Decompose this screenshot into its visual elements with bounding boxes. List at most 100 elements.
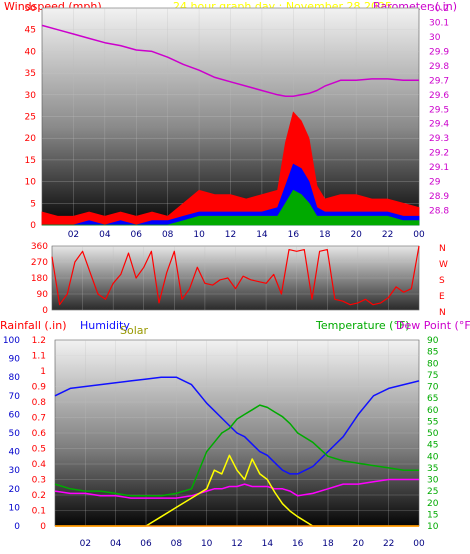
baro-line bbox=[41, 24, 419, 97]
compass-label: N bbox=[439, 308, 446, 318]
temp-tick-label: 50 bbox=[427, 429, 439, 439]
humidity-tick-label: 90 bbox=[9, 355, 21, 365]
time-tick-label: 08 bbox=[162, 230, 174, 240]
humidity-tick-label: 60 bbox=[9, 410, 21, 420]
time-tick-label: 16 bbox=[292, 539, 304, 549]
temp-tick-label: 30 bbox=[427, 476, 439, 486]
time-tick-label: 08 bbox=[171, 539, 183, 549]
baro-tick-label: 29.8 bbox=[429, 62, 449, 72]
baro-tick-label: 29.4 bbox=[429, 120, 449, 130]
wind-series-2 bbox=[42, 189, 420, 226]
wind-tick-label: 5 bbox=[30, 199, 36, 209]
baro-tick-label: 30 bbox=[429, 33, 441, 43]
temp-tick-label: 90 bbox=[427, 336, 439, 346]
rain-tick-label: 0.4 bbox=[32, 460, 47, 470]
compass-label: W bbox=[439, 260, 448, 270]
humidity-tick-label: 0 bbox=[14, 522, 20, 532]
humidity-tick-label: 80 bbox=[9, 373, 21, 383]
baro-tick-label: 29.6 bbox=[429, 91, 449, 101]
time-tick-label: 10 bbox=[201, 539, 213, 549]
baro-tick-label: 28.8 bbox=[429, 207, 449, 217]
humidity-tick-label: 30 bbox=[9, 466, 21, 476]
time-tick-label: 10 bbox=[193, 230, 205, 240]
temperature-line bbox=[54, 404, 419, 497]
baro-tick-label: 29.1 bbox=[429, 163, 449, 173]
baro-tick-label: 29.2 bbox=[429, 149, 449, 159]
humidity-tick-label: 20 bbox=[9, 485, 21, 495]
wind-tick-label: 25 bbox=[25, 113, 36, 123]
direction-tick-label: 270 bbox=[31, 258, 48, 268]
wind-tick-label: 35 bbox=[25, 69, 36, 79]
temp-tick-label: 40 bbox=[427, 452, 439, 462]
temp-tick-label: 55 bbox=[427, 417, 438, 427]
time-tick-label: 14 bbox=[256, 230, 268, 240]
dew-point-line bbox=[54, 478, 419, 499]
humidity-line bbox=[54, 376, 420, 475]
temp-tick-label: 45 bbox=[427, 441, 438, 451]
time-tick-label: 12 bbox=[231, 539, 242, 549]
rain-tick-label: 0.7 bbox=[32, 414, 46, 424]
time-tick-label: 16 bbox=[288, 230, 300, 240]
compass-label: E bbox=[439, 292, 445, 302]
humidity-tick-label: 40 bbox=[9, 448, 21, 458]
direction-tick-label: 90 bbox=[37, 290, 49, 300]
solar-label: Solar bbox=[120, 324, 149, 337]
temp-tick-label: 70 bbox=[427, 383, 439, 393]
time-tick-label: 22 bbox=[382, 230, 393, 240]
compass-label: S bbox=[439, 276, 445, 286]
time-tick-label: 18 bbox=[319, 230, 331, 240]
direction-tick-label: 180 bbox=[31, 274, 48, 284]
humidity-tick-label: 100 bbox=[3, 336, 20, 346]
wind-tick-label: 30 bbox=[25, 91, 37, 101]
rain-tick-label: 0.1 bbox=[32, 507, 46, 517]
wind-tick-label: 45 bbox=[25, 26, 36, 36]
compass-label: N bbox=[439, 244, 446, 254]
time-tick-label: 04 bbox=[110, 539, 122, 549]
rain-tick-label: 0.3 bbox=[32, 476, 46, 486]
time-tick-label: 18 bbox=[322, 539, 334, 549]
temp-axis-label: Temperature (°F) bbox=[316, 319, 410, 332]
baro-tick-label: 29.9 bbox=[429, 47, 449, 57]
rain-tick-label: 0 bbox=[40, 522, 46, 532]
wind-tick-label: 15 bbox=[25, 156, 36, 166]
rain-tick-label: 0.9 bbox=[32, 383, 47, 393]
rain-tick-label: 0.6 bbox=[32, 429, 47, 439]
direction-tick-label: 360 bbox=[31, 242, 48, 252]
temp-tick-label: 25 bbox=[427, 487, 438, 497]
time-tick-label: 12 bbox=[225, 230, 236, 240]
direction-tick-label: 0 bbox=[42, 306, 48, 316]
temp-tick-label: 85 bbox=[427, 348, 438, 358]
time-tick-label: 20 bbox=[353, 539, 365, 549]
wind-tick-label: 40 bbox=[25, 47, 37, 57]
rain-axis-label: Rainfall (.in) bbox=[0, 319, 67, 332]
humidity-tick-label: 50 bbox=[9, 429, 21, 439]
temp-tick-label: 80 bbox=[427, 359, 439, 369]
wind-tick-label: 50 bbox=[25, 4, 37, 14]
temp-tick-label: 65 bbox=[427, 394, 438, 404]
rain-tick-label: 1.2 bbox=[32, 336, 46, 346]
temp-tick-label: 10 bbox=[427, 522, 439, 532]
temp-tick-label: 20 bbox=[427, 499, 439, 509]
baro-tick-label: 29.7 bbox=[429, 76, 449, 86]
temp-tick-label: 15 bbox=[427, 510, 438, 520]
time-tick-label: 22 bbox=[383, 539, 394, 549]
baro-tick-label: 30.2 bbox=[429, 4, 449, 14]
time-tick-label: 20 bbox=[350, 230, 362, 240]
rain-tick-label: 0.2 bbox=[32, 491, 46, 501]
temp-tick-label: 35 bbox=[427, 464, 438, 474]
time-tick-label: 02 bbox=[68, 230, 79, 240]
time-tick-label: 00 bbox=[413, 539, 425, 549]
temp-tick-label: 60 bbox=[427, 406, 439, 416]
temp-tick-label: 75 bbox=[427, 371, 438, 381]
baro-tick-label: 29.3 bbox=[429, 134, 449, 144]
humidity-label: Humidity bbox=[80, 319, 130, 332]
baro-tick-label: 28.9 bbox=[429, 192, 449, 202]
time-tick-label: 06 bbox=[140, 539, 152, 549]
humidity-tick-label: 70 bbox=[9, 392, 21, 402]
time-tick-label: 14 bbox=[262, 539, 274, 549]
rain-tick-label: 0.5 bbox=[32, 445, 46, 455]
rain-tick-label: 0.8 bbox=[32, 398, 47, 408]
wind-direction-line bbox=[51, 245, 420, 306]
